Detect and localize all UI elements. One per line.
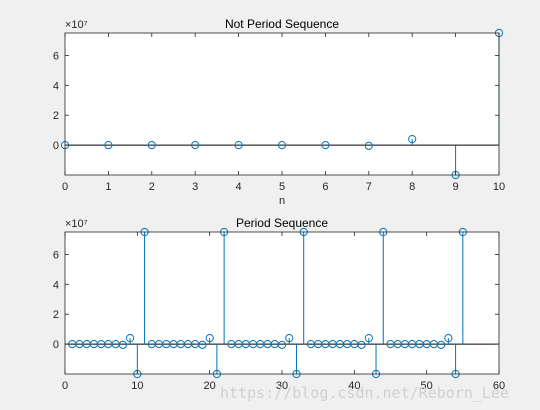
y-tick-label: 2 — [53, 110, 59, 122]
x-tick-label: 20 — [204, 380, 216, 392]
plot-not-period: 0 1 2 3 4 5 6 7 8 9 10 0 2 4 6 ×10⁷ Not Period Sequence n — [53, 17, 505, 207]
chart-title: Period Sequence — [236, 216, 328, 230]
chart-title: Not Period Sequence — [225, 17, 339, 31]
y-tick-label: 2 — [53, 309, 59, 321]
axes-background — [65, 33, 499, 175]
x-tick-label: 0 — [62, 380, 68, 392]
x-tick-label: 50 — [421, 380, 433, 392]
x-tick-label: 10 — [131, 380, 143, 392]
stem-marker — [104, 141, 113, 150]
x-tick-label: 60 — [493, 380, 505, 392]
y-tick-label: 0 — [53, 339, 59, 351]
stem-marker — [234, 141, 243, 150]
x-tick-label: 3 — [192, 181, 198, 193]
y-exponent-label: ×10⁷ — [65, 19, 88, 31]
stem-marker — [147, 141, 156, 150]
stem-marker — [205, 334, 214, 343]
y-tick-label: 4 — [53, 80, 59, 92]
x-tick-label: 7 — [366, 181, 372, 193]
stem-marker — [357, 340, 366, 349]
axes-background — [65, 232, 499, 374]
x-tick-label: 2 — [149, 181, 155, 193]
watermark-text: https://blog.csdn.net/Reborn_Lee — [220, 384, 509, 402]
x-tick-label: 6 — [322, 181, 328, 193]
plot-period: 0 10 20 30 40 50 60 0 2 4 6 ×10⁷ Period Sequence — [53, 216, 505, 392]
stem-marker — [277, 141, 287, 150]
x-tick-label: 0 — [62, 181, 68, 193]
stem-marker — [437, 340, 446, 349]
stem-marker — [364, 334, 373, 343]
stem-marker — [285, 334, 294, 343]
x-tick-label: 8 — [409, 181, 415, 193]
y-tick-label: 6 — [53, 249, 59, 261]
x-tick-label: 1 — [105, 181, 111, 193]
y-tick-label: 4 — [53, 279, 59, 291]
x-tick-label: 10 — [493, 181, 505, 193]
x-tick-label: 30 — [276, 380, 288, 392]
x-tick-label: 40 — [348, 380, 360, 392]
stem-marker — [118, 340, 127, 349]
stem-marker — [408, 135, 417, 144]
stem-marker — [191, 141, 200, 150]
stem-marker — [321, 141, 330, 150]
y-exponent-label: ×10⁷ — [65, 218, 88, 230]
stem-marker — [198, 340, 207, 349]
x-tick-label: 5 — [279, 181, 285, 193]
stem-marker — [277, 340, 287, 349]
y-tick-label: 6 — [53, 50, 59, 62]
y-tick-label: 0 — [53, 140, 59, 152]
stem-marker — [364, 141, 373, 150]
x-tick-label: 9 — [453, 181, 459, 193]
stem-marker — [126, 334, 135, 343]
stem-marker — [444, 334, 453, 343]
x-axis-label: n — [279, 195, 285, 207]
x-tick-label: 4 — [236, 181, 242, 193]
